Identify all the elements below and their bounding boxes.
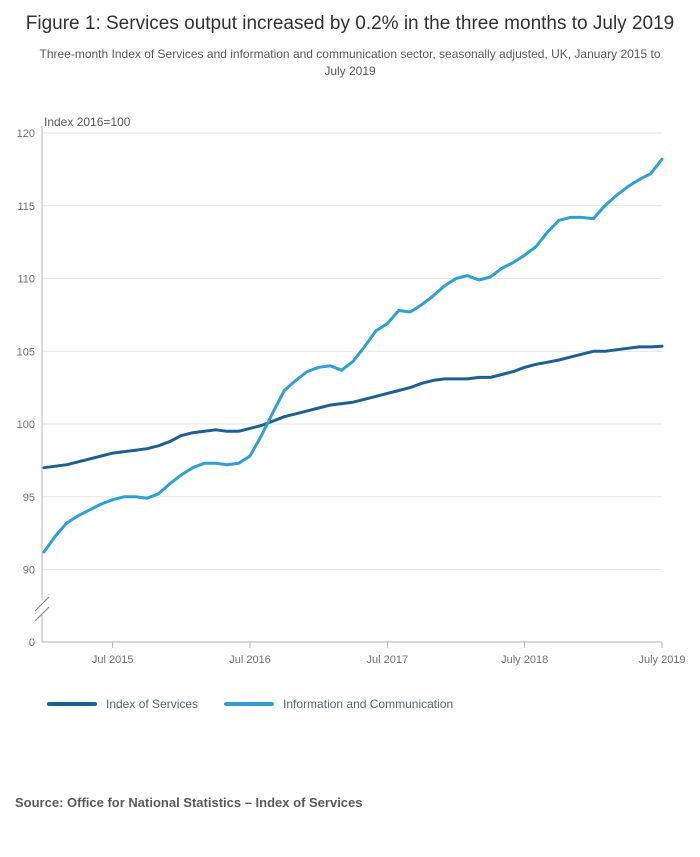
svg-text:July 2018: July 2018 (501, 654, 548, 666)
legend-swatch-index-of-services (47, 702, 97, 707)
svg-text:100: 100 (17, 419, 35, 431)
legend: Index of Services Information and Commun… (47, 697, 700, 711)
legend-item-information-and-communication: Information and Communication (224, 697, 453, 711)
svg-text:120: 120 (17, 128, 35, 140)
svg-text:115: 115 (17, 201, 35, 213)
legend-item-index-of-services: Index of Services (47, 697, 198, 711)
svg-text:Jul 2015: Jul 2015 (92, 654, 134, 666)
svg-text:Jul 2016: Jul 2016 (229, 654, 271, 666)
page-title: Figure 1: Services output increased by 0… (25, 13, 675, 34)
legend-label-information-and-communication: Information and Communication (283, 697, 454, 712)
legend-label-index-of-services: Index of Services (106, 697, 199, 712)
page-subtitle: Three-month Index of Services and inform… (39, 46, 661, 78)
svg-text:July 2019: July 2019 (638, 654, 685, 666)
svg-text:95: 95 (23, 492, 35, 504)
legend-swatch-information-and-communication (224, 702, 275, 707)
svg-text:110: 110 (17, 274, 35, 286)
line-chart: 120 115 110 105 100 95 90 0 Jul 2015 Jul 2016 Jul … (17, 126, 686, 666)
y-axis-unit-label: Index 2016=100 (44, 115, 131, 130)
chart-area: Index 2016=100 120 115 110 105 100 95 90 0 Jul 2… (0, 111, 700, 681)
svg-text:Jul 2017: Jul 2017 (367, 654, 409, 666)
svg-text:105: 105 (17, 347, 35, 359)
svg-text:90: 90 (23, 565, 35, 577)
source-text: Source: Office for National Statistics –… (15, 795, 363, 811)
svg-text:0: 0 (29, 637, 35, 649)
